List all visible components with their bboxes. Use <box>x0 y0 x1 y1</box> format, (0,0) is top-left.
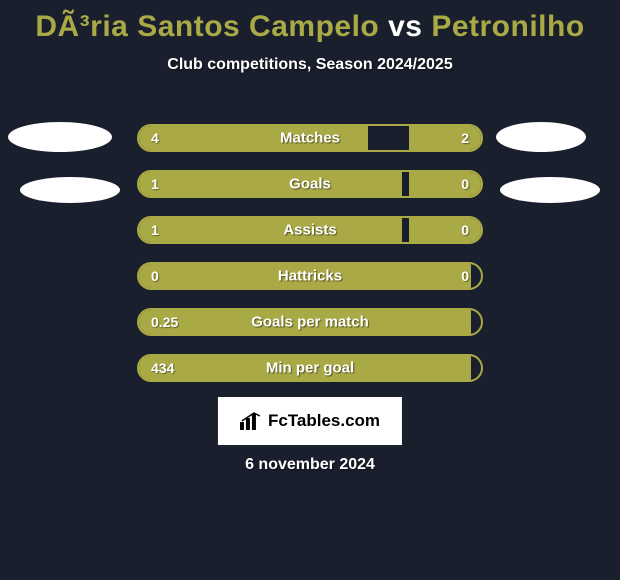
stat-row: 0 0 Hattricks <box>137 262 483 290</box>
team-badge-placeholder-left-1 <box>8 122 112 152</box>
stats-container: 4 2 Matches 1 0 Goals 1 0 Assists 0 0 Hattricks 0.25… <box>137 124 483 400</box>
branding-badge: FcTables.com <box>218 397 402 445</box>
chart-icon <box>240 412 262 430</box>
stat-bar-left <box>139 218 402 242</box>
player1-name: DÃ³ria Santos Campelo <box>35 10 379 43</box>
date-label: 6 november 2024 <box>245 456 375 474</box>
stat-value-left: 4 <box>151 130 159 146</box>
stat-label: Matches <box>280 130 340 147</box>
page-title: DÃ³ria Santos Campelo vs Petronilho <box>0 0 620 44</box>
stat-value-left: 1 <box>151 176 159 192</box>
stat-value-left: 1 <box>151 222 159 238</box>
stat-label: Assists <box>283 222 336 239</box>
stat-label: Goals per match <box>251 314 369 331</box>
stat-label: Hattricks <box>278 268 342 285</box>
stat-value-left: 434 <box>151 360 174 376</box>
branding-text: FcTables.com <box>268 411 380 431</box>
stat-row: 1 0 Goals <box>137 170 483 198</box>
stat-bar-right <box>409 126 481 150</box>
team-badge-placeholder-left-2 <box>20 177 120 203</box>
stat-row: 0.25 Goals per match <box>137 308 483 336</box>
stat-label: Min per goal <box>266 360 354 377</box>
stat-row: 434 Min per goal <box>137 354 483 382</box>
stat-value-right: 0 <box>461 268 469 284</box>
stat-bar-left <box>139 172 402 196</box>
vs-label: vs <box>388 10 422 43</box>
subtitle: Club competitions, Season 2024/2025 <box>0 56 620 74</box>
stat-value-left: 0 <box>151 268 159 284</box>
team-badge-placeholder-right-1 <box>496 122 586 152</box>
stat-bar-right <box>409 172 481 196</box>
player2-name: Petronilho <box>431 10 584 43</box>
stat-value-right: 0 <box>461 176 469 192</box>
stat-value-right: 2 <box>461 130 469 146</box>
stat-row: 4 2 Matches <box>137 124 483 152</box>
stat-label: Goals <box>289 176 331 193</box>
team-badge-placeholder-right-2 <box>500 177 600 203</box>
stat-value-right: 0 <box>461 222 469 238</box>
stat-bar-right <box>409 218 481 242</box>
stat-row: 1 0 Assists <box>137 216 483 244</box>
stat-value-left: 0.25 <box>151 314 178 330</box>
